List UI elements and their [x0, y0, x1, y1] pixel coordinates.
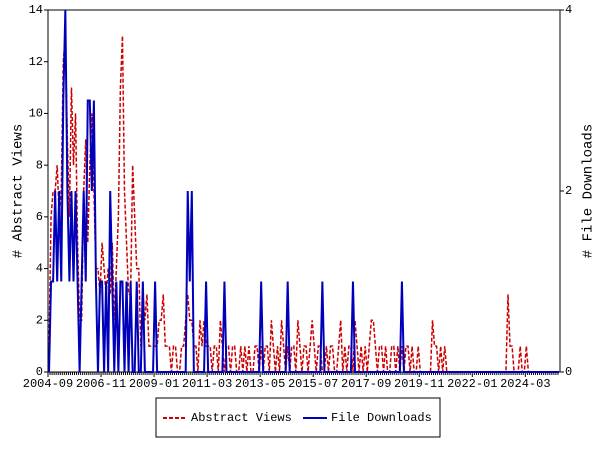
y2-tick-label: 2 [565, 184, 572, 198]
y-tick-label: 2 [36, 313, 43, 327]
legend-label: File Downloads [331, 411, 432, 425]
series-line [48, 9, 559, 373]
x-tick-label: 2015-07 [288, 377, 338, 391]
y-tick-label: 14 [29, 3, 43, 17]
y-tick-label: 12 [29, 55, 43, 69]
y2-tick-label: 0 [565, 365, 572, 379]
y-axis-label: # Abstract Views [11, 124, 27, 258]
y-tick-label: 8 [36, 158, 43, 172]
y2-axis-label: # File Downloads [581, 124, 597, 258]
y-tick-label: 10 [29, 107, 43, 121]
x-tick-label: 2024-03 [500, 377, 550, 391]
legend-box [155, 397, 441, 438]
y-tick-label: 4 [36, 262, 43, 276]
x-tick-label: 2009-01 [129, 377, 179, 391]
x-tick-label: 2004-09 [23, 377, 73, 391]
y-tick-label: 0 [36, 365, 43, 379]
x-tick-label: 2022-01 [447, 377, 497, 391]
x-tick-label: 2011-03 [182, 377, 232, 391]
y2-tick-label: 4 [565, 3, 572, 17]
legend-label: Abstract Views [191, 411, 292, 425]
x-tick-label: 2006-11 [76, 377, 126, 391]
x-tick-label: 2019-11 [394, 377, 444, 391]
x-tick-label: 2013-05 [235, 377, 285, 391]
y-tick-label: 6 [36, 210, 43, 224]
x-tick-label: 2017-09 [341, 377, 391, 391]
